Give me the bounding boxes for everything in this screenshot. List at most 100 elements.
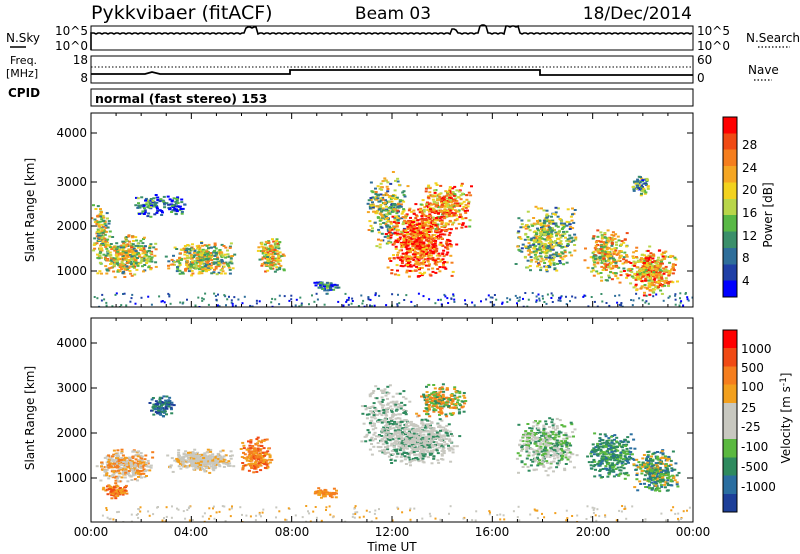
power-cell xyxy=(428,218,432,220)
velocity-cell xyxy=(257,456,261,459)
power-cell xyxy=(678,304,681,307)
power-cell xyxy=(419,254,423,257)
power-cell xyxy=(127,235,131,238)
power-cell xyxy=(535,299,538,302)
power-cell xyxy=(121,263,125,265)
power-cell xyxy=(207,260,210,263)
power-cell xyxy=(174,200,178,203)
power-cell xyxy=(434,245,438,248)
power-cell xyxy=(643,291,646,294)
power-cell xyxy=(140,296,143,299)
power-cell xyxy=(91,217,94,220)
power-cell xyxy=(395,212,399,215)
power-cell xyxy=(323,285,326,288)
power-cell xyxy=(140,247,144,250)
power-cell xyxy=(445,253,449,256)
power-cell xyxy=(661,251,665,254)
power-cell xyxy=(380,226,384,229)
power-cell xyxy=(607,247,611,250)
power-cell xyxy=(420,215,424,218)
power-cell xyxy=(535,251,539,254)
power-cell xyxy=(539,228,543,231)
power-cell xyxy=(221,260,224,263)
power-cell xyxy=(644,301,647,304)
power-cell xyxy=(98,270,102,273)
velocity-cell xyxy=(265,459,269,462)
power-cell xyxy=(547,260,551,263)
power-cell xyxy=(654,271,658,274)
power-cell xyxy=(260,263,264,266)
velocity-cell xyxy=(251,453,255,456)
velocity-cell xyxy=(375,397,379,400)
power-cell xyxy=(423,245,427,248)
velocity-cell xyxy=(136,469,139,472)
power-cell xyxy=(273,244,277,247)
cpid-text: normal (fast stereo) 153 xyxy=(95,91,267,106)
power-cell xyxy=(403,299,406,301)
power-cell xyxy=(604,250,608,253)
velocity-cell xyxy=(177,451,181,454)
power-cell xyxy=(206,266,210,269)
power-cell xyxy=(98,305,101,307)
power-cell xyxy=(558,255,562,257)
power-cell xyxy=(131,235,135,238)
power-cell xyxy=(351,300,354,302)
power-cell xyxy=(428,202,432,205)
power-cell xyxy=(544,255,548,258)
velocity-cell xyxy=(241,441,245,444)
velocity-cell xyxy=(203,452,207,455)
power-cell xyxy=(404,254,408,257)
power-cell xyxy=(387,240,391,243)
power-cell xyxy=(566,208,570,211)
power-cell xyxy=(379,211,383,214)
power-cell xyxy=(679,297,681,300)
power-cell xyxy=(231,305,234,307)
velocity-cell xyxy=(370,416,374,419)
velocity-cell xyxy=(152,403,156,406)
power-cell xyxy=(97,225,101,228)
power-cell xyxy=(176,259,180,262)
power-cell xyxy=(234,304,237,307)
power-cell xyxy=(418,271,422,274)
power-cell xyxy=(439,230,443,233)
power-cell xyxy=(113,258,116,261)
power-cell xyxy=(640,192,643,195)
velocity-cell xyxy=(247,469,251,472)
power-cell xyxy=(635,246,639,249)
power-cell xyxy=(383,202,386,205)
power-cell xyxy=(434,259,438,262)
power-cell xyxy=(211,254,214,257)
velocity-cell xyxy=(120,476,124,479)
power-cell xyxy=(156,196,160,199)
power-cell xyxy=(430,245,434,248)
velocity-cell xyxy=(181,464,185,467)
power-cell xyxy=(196,265,200,267)
power-cell xyxy=(434,194,438,197)
power-cell xyxy=(375,245,379,248)
power-cell xyxy=(652,260,656,263)
velocity-cell xyxy=(175,457,179,460)
power-cell xyxy=(214,295,217,297)
velocity-cell xyxy=(253,466,257,468)
power-cell xyxy=(109,243,113,245)
power-cell xyxy=(189,263,193,266)
power-cell xyxy=(427,184,431,187)
power-cell xyxy=(121,264,125,267)
power-cell xyxy=(332,288,336,291)
power-cell xyxy=(465,198,469,201)
power-cell xyxy=(450,274,454,277)
power-cell xyxy=(150,303,153,306)
power-cell xyxy=(378,294,381,297)
power-cell xyxy=(625,245,629,248)
power-cell xyxy=(528,249,531,252)
power-cell xyxy=(383,177,387,180)
power-cell xyxy=(447,200,451,203)
power-cell xyxy=(660,274,664,277)
power-cell xyxy=(656,281,660,283)
power-cell xyxy=(393,189,397,192)
power-cell xyxy=(542,259,545,262)
power-cell xyxy=(568,251,572,254)
power-cell xyxy=(643,271,647,274)
power-cell xyxy=(104,226,108,229)
power-cell xyxy=(113,249,117,252)
